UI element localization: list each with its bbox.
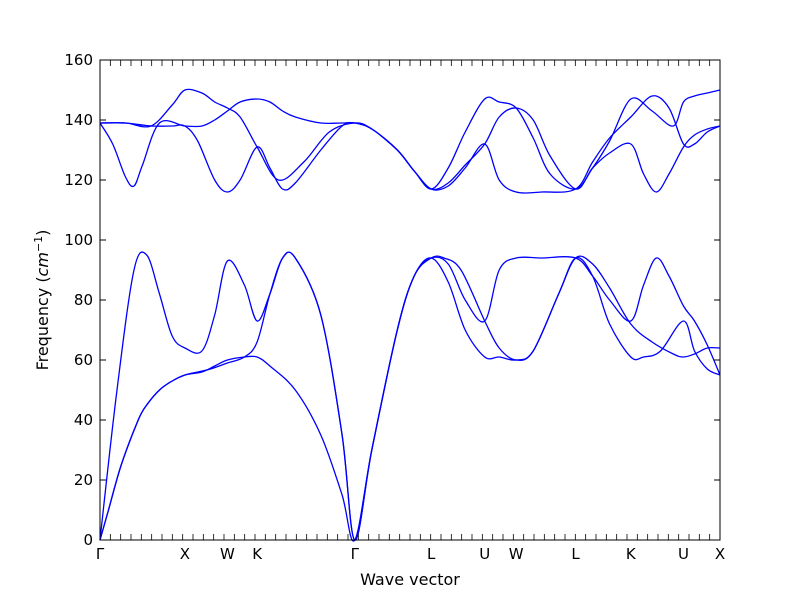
y-tick-label: 20 — [74, 471, 93, 489]
branch-3-line — [99, 251, 721, 541]
plot-frame — [99, 59, 721, 541]
x-tick-label: W — [220, 545, 235, 563]
series-layer — [99, 88, 721, 542]
y-tick-label: 100 — [64, 231, 93, 249]
x-tick-label: X — [180, 545, 190, 563]
y-tick-label: 140 — [64, 111, 93, 129]
y-axis-label-exponent: −1 — [32, 236, 45, 252]
x-tick-label: K — [252, 545, 263, 563]
y-tick-label: 0 — [83, 531, 93, 549]
x-tick-label: W — [509, 545, 524, 563]
y-tick-label: 40 — [74, 411, 93, 429]
x-axis-label: Wave vector — [360, 570, 460, 589]
x-tick-label: L — [427, 545, 436, 563]
x-tick-label: L — [571, 545, 580, 563]
y-tick-labels: 0 20 40 60 80 100 120 140 160 — [64, 51, 93, 549]
x-tick-label: Γ — [96, 545, 105, 563]
y-axis-label-unit: cm — [33, 252, 52, 276]
x-tick-label: K — [626, 545, 637, 563]
x-tick-label: Γ — [351, 545, 360, 563]
y-tick-label: 120 — [64, 171, 93, 189]
y-axis-label-suffix: ) — [33, 230, 52, 236]
x-tick-label: U — [678, 545, 689, 563]
y-tick-label: 60 — [74, 351, 93, 369]
x-tick-label: X — [715, 545, 725, 563]
y-axis-label: Frequency (cm−1) — [32, 230, 53, 371]
branch-6-line — [99, 88, 721, 190]
x-tick-label: U — [479, 545, 490, 563]
y-tick-label: 160 — [64, 51, 93, 69]
y-tick-label: 80 — [74, 291, 93, 309]
y-axis-label-prefix: Frequency ( — [33, 276, 52, 370]
